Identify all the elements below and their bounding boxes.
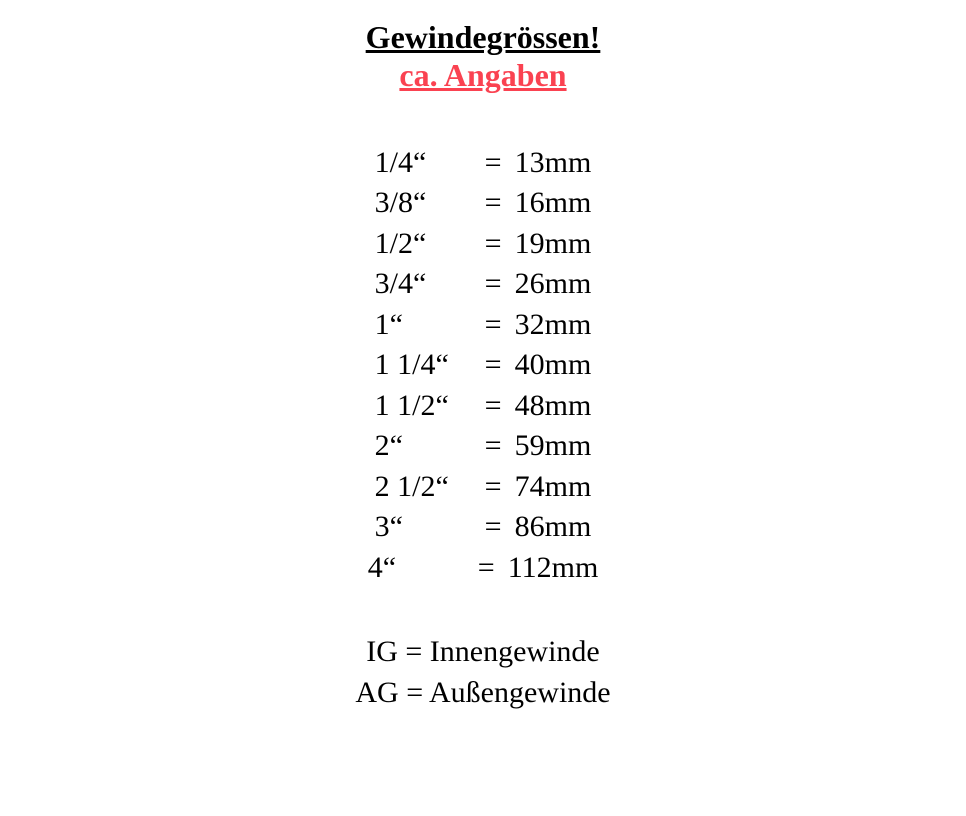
cell-size: 3/8“ — [375, 183, 485, 224]
table-row: 1 1/2“ = 48mm — [375, 386, 592, 427]
legend: IG = Innengewinde AG = Außengewinde — [355, 632, 610, 713]
table-row: 3“ = 86mm — [375, 507, 592, 548]
cell-mm: 48mm — [515, 386, 592, 427]
cell-equals: = — [485, 467, 515, 508]
table-row: 1“ = 32mm — [375, 305, 592, 346]
cell-mm: 59mm — [515, 426, 592, 467]
cell-equals: = — [485, 224, 515, 265]
cell-size: 1 1/2“ — [375, 386, 485, 427]
cell-mm: 74mm — [515, 467, 592, 508]
cell-equals: = — [485, 386, 515, 427]
cell-mm: 16mm — [515, 183, 592, 224]
cell-equals: = — [485, 143, 515, 184]
cell-mm: 19mm — [515, 224, 592, 265]
cell-mm: 13mm — [515, 143, 592, 184]
cell-equals: = — [478, 548, 508, 589]
table-row: 1/4“ = 13mm — [375, 143, 592, 184]
table-row: 1/2“ = 19mm — [375, 224, 592, 265]
legend-item: AG = Außengewinde — [355, 673, 610, 714]
cell-equals: = — [485, 345, 515, 386]
table-row: 2 1/2“ = 74mm — [375, 467, 592, 508]
cell-equals: = — [485, 183, 515, 224]
cell-mm: 26mm — [515, 264, 592, 305]
cell-mm: 86mm — [515, 507, 592, 548]
cell-mm: 112mm — [508, 548, 599, 589]
page-subtitle: ca. Angaben — [399, 56, 566, 94]
cell-equals: = — [485, 426, 515, 467]
table-row: 3/8“ = 16mm — [375, 183, 592, 224]
cell-equals: = — [485, 507, 515, 548]
table-row: 1 1/4“ = 40mm — [375, 345, 592, 386]
page-title: Gewindegrössen! — [366, 18, 601, 56]
cell-mm: 40mm — [515, 345, 592, 386]
cell-size: 1“ — [375, 305, 485, 346]
cell-size: 1/2“ — [375, 224, 485, 265]
size-table: 1/4“ = 13mm 3/8“ = 16mm 1/2“ = 19mm 3/4“… — [368, 143, 599, 589]
table-row: 4“ = 112mm — [368, 548, 599, 589]
cell-equals: = — [485, 305, 515, 346]
table-row: 3/4“ = 26mm — [375, 264, 592, 305]
cell-size: 1/4“ — [375, 143, 485, 184]
cell-equals: = — [485, 264, 515, 305]
cell-size: 2“ — [375, 426, 485, 467]
cell-size: 2 1/2“ — [375, 467, 485, 508]
cell-size: 3/4“ — [375, 264, 485, 305]
legend-item: IG = Innengewinde — [366, 632, 600, 673]
cell-size: 1 1/4“ — [375, 345, 485, 386]
cell-size: 3“ — [375, 507, 485, 548]
table-row: 2“ = 59mm — [375, 426, 592, 467]
cell-mm: 32mm — [515, 305, 592, 346]
cell-size: 4“ — [368, 548, 478, 589]
